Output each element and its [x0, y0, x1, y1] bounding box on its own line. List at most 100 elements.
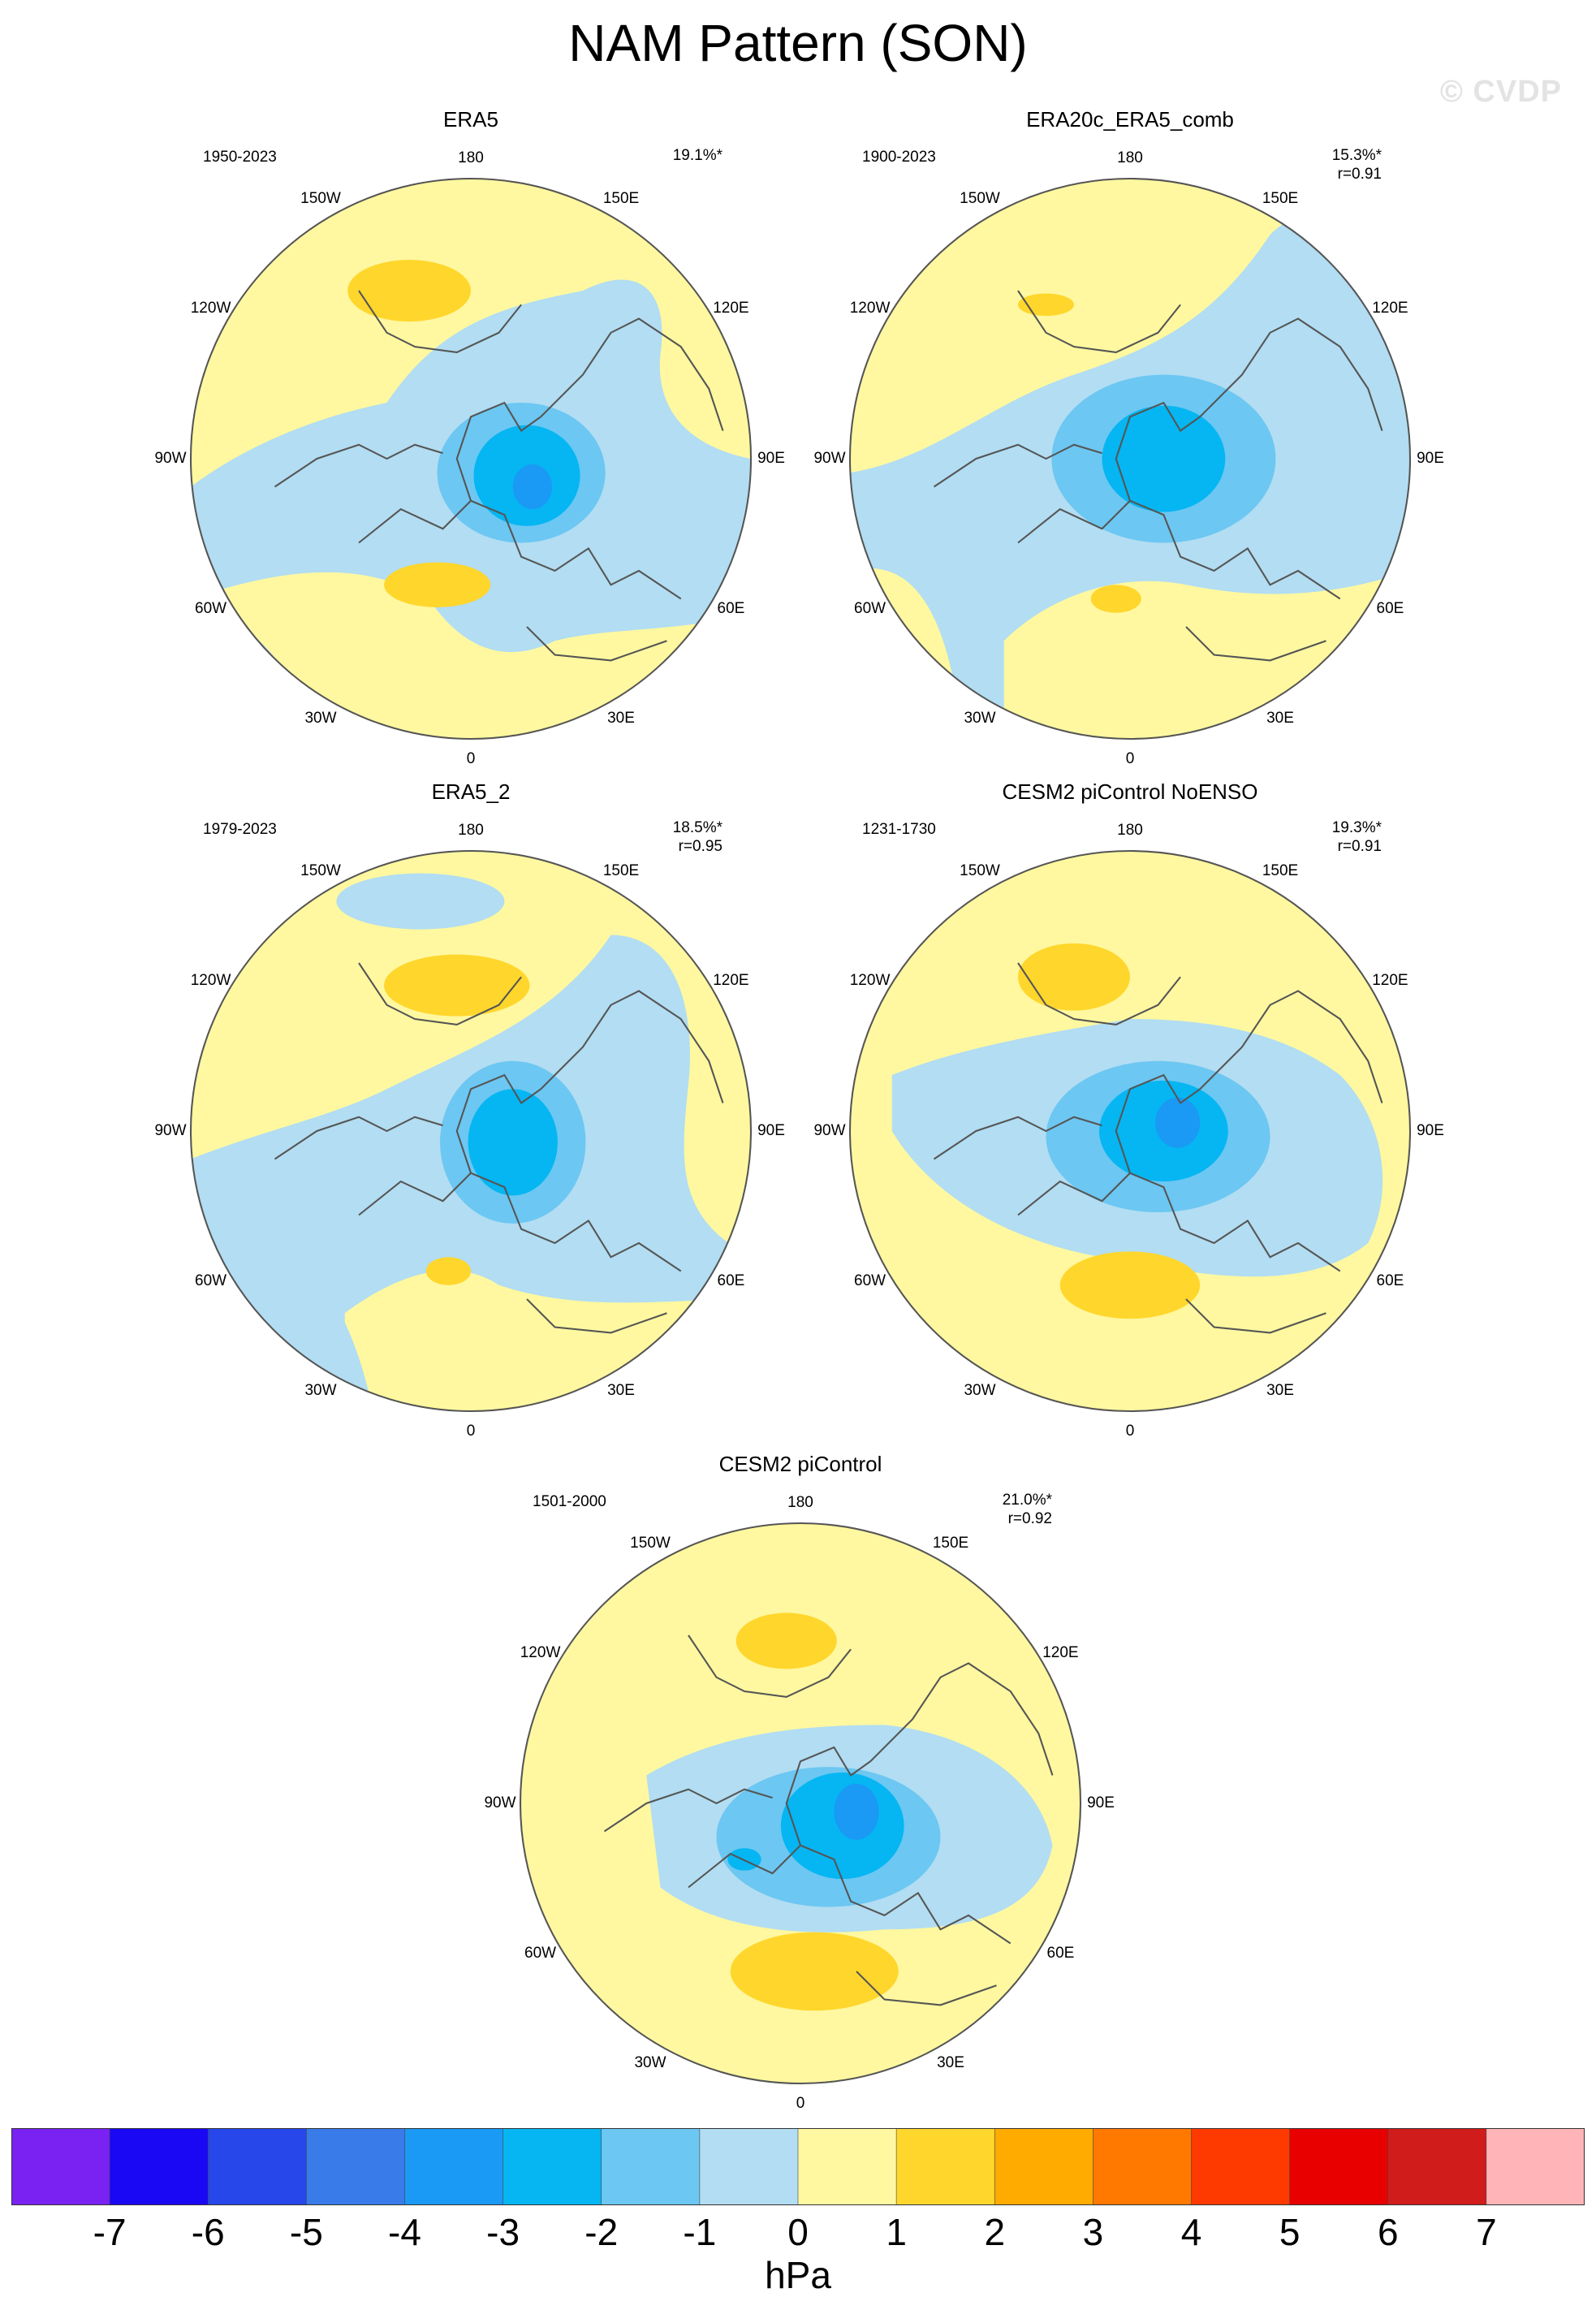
polar-map [848, 849, 1412, 1413]
panel-period: 1900-2023 [862, 149, 936, 166]
anomaly-contour [425, 1257, 471, 1285]
colorbar-tick-label: -4 [388, 2211, 421, 2253]
anomaly-contour [336, 873, 505, 930]
longitude-label: 0 [466, 1423, 476, 1440]
colorbar-frame [11, 2128, 1585, 2205]
panel-title: ERA5 [443, 107, 498, 132]
longitude-label: 0 [796, 2095, 805, 2112]
colorbar-tick-label: 1 [886, 2211, 907, 2253]
longitude-label: 180 [458, 149, 484, 166]
pattern-correlation: r=0.92 [1007, 1510, 1052, 1527]
colorbar-tick-label: -3 [486, 2211, 520, 2253]
colorbar-swatch [994, 2128, 1093, 2205]
figure-title: NAM Pattern (SON) [568, 14, 1028, 72]
panel-title: CESM2 piControl NoENSO [1002, 779, 1258, 804]
longitude-label: 30E [1266, 1382, 1294, 1400]
longitude-label: 60E [717, 600, 745, 617]
longitude-label: 120E [713, 300, 749, 317]
longitude-label: 180 [458, 822, 484, 839]
map-border [189, 177, 753, 740]
variance-explained: 21.0%* [1002, 1492, 1052, 1509]
pattern-correlation: r=0.91 [1337, 838, 1382, 855]
longitude-label: 150E [1262, 861, 1299, 879]
longitude-label: 30W [964, 710, 996, 728]
longitude-label: 60E [717, 1272, 745, 1289]
colorbar-tick-label: 4 [1180, 2211, 1202, 2253]
colorbar-swatch [404, 2128, 504, 2205]
longitude-label: 0 [1125, 750, 1135, 767]
longitude-label: 60E [1046, 1945, 1075, 1962]
colorbar-swatches [11, 2128, 1585, 2205]
longitude-label: 150W [300, 861, 341, 879]
anomaly-contour [1090, 585, 1141, 613]
colorbar-tick-label: 6 [1377, 2211, 1399, 2253]
longitude-label: 120W [190, 972, 231, 989]
panel-period: 1231-1730 [862, 821, 936, 838]
coastlines [933, 290, 1383, 662]
variance-explained: 15.3%* [1331, 147, 1382, 164]
colorbar-swatch [208, 2128, 307, 2205]
longitude-label: 30E [607, 1382, 635, 1400]
longitude-label: 30W [634, 2054, 666, 2072]
anomaly-contour [384, 562, 491, 607]
pattern-correlation: r=0.95 [678, 838, 723, 855]
colorbar-swatch [1387, 2128, 1487, 2205]
longitude-label: 120W [849, 300, 891, 317]
anomaly-contour [727, 1848, 761, 1871]
colorbar-swatch [1093, 2128, 1192, 2205]
longitude-label: 150W [960, 861, 1000, 879]
anomaly-contour [1155, 1097, 1201, 1148]
longitude-label: 150E [932, 1534, 969, 1552]
colorbar-swatch [798, 2128, 897, 2205]
anomaly-contour [1018, 943, 1130, 1011]
colorbar-swatch [699, 2128, 799, 2205]
longitude-label: 60W [854, 1272, 886, 1289]
colorbar-swatch [1486, 2128, 1585, 2205]
panel-stats: 15.3%* r=0.91 [1252, 146, 1382, 184]
map-border [519, 1522, 1082, 2085]
polar-map [189, 177, 753, 740]
longitude-label: 60E [1376, 600, 1404, 617]
longitude-label: 0 [1125, 1423, 1135, 1440]
longitude-label: 90E [757, 1122, 785, 1139]
longitude-label: 90W [484, 1794, 516, 1811]
longitude-label: 60E [1376, 1272, 1404, 1289]
anomaly-contour [1102, 405, 1226, 512]
longitude-label: 180 [787, 1494, 813, 1511]
colorbar-swatch [110, 2128, 209, 2205]
colorbar-swatch [1191, 2128, 1291, 2205]
panel-title: ERA5_2 [431, 779, 511, 804]
pattern-correlation: r=0.91 [1337, 166, 1382, 183]
panel-period: 1501-2000 [533, 1493, 606, 1510]
colorbar-units: hPa [765, 2254, 831, 2296]
colorbar-tick-label: 3 [1082, 2211, 1104, 2253]
longitude-label: 0 [466, 750, 476, 767]
polar-map [189, 849, 753, 1413]
colorbar-tick-label: 0 [787, 2211, 809, 2253]
longitude-label: 120W [520, 1644, 561, 1661]
longitude-label: 30E [1266, 710, 1294, 728]
longitude-label: 180 [1117, 149, 1143, 166]
panel-stats: 21.0%* r=0.92 [922, 1491, 1052, 1528]
watermark: © CVDP [1439, 75, 1562, 109]
longitude-label: 60W [195, 1272, 227, 1289]
coastlines [603, 1634, 1054, 2006]
longitude-label: 90W [154, 1122, 187, 1139]
variance-explained: 19.3%* [1331, 819, 1382, 836]
longitude-label: 120E [1042, 1644, 1079, 1661]
longitude-label: 90E [757, 450, 785, 467]
longitude-label: 90W [154, 450, 187, 467]
longitude-label: 150W [630, 1534, 671, 1552]
anomaly-contour [1059, 1251, 1201, 1319]
polar-map [519, 1522, 1082, 2085]
colorbar-tick-label: 2 [984, 2211, 1006, 2253]
colorbar-tick-label: -2 [584, 2211, 619, 2253]
colorbar-swatch [11, 2128, 110, 2205]
longitude-label: 120E [1372, 972, 1408, 989]
anomaly-contour [384, 954, 530, 1017]
longitude-label: 150E [602, 189, 640, 207]
map-border [848, 849, 1412, 1413]
longitude-label: 120E [713, 972, 749, 989]
colorbar-swatch [306, 2128, 405, 2205]
panel-stats: 18.5%* r=0.95 [593, 818, 723, 856]
